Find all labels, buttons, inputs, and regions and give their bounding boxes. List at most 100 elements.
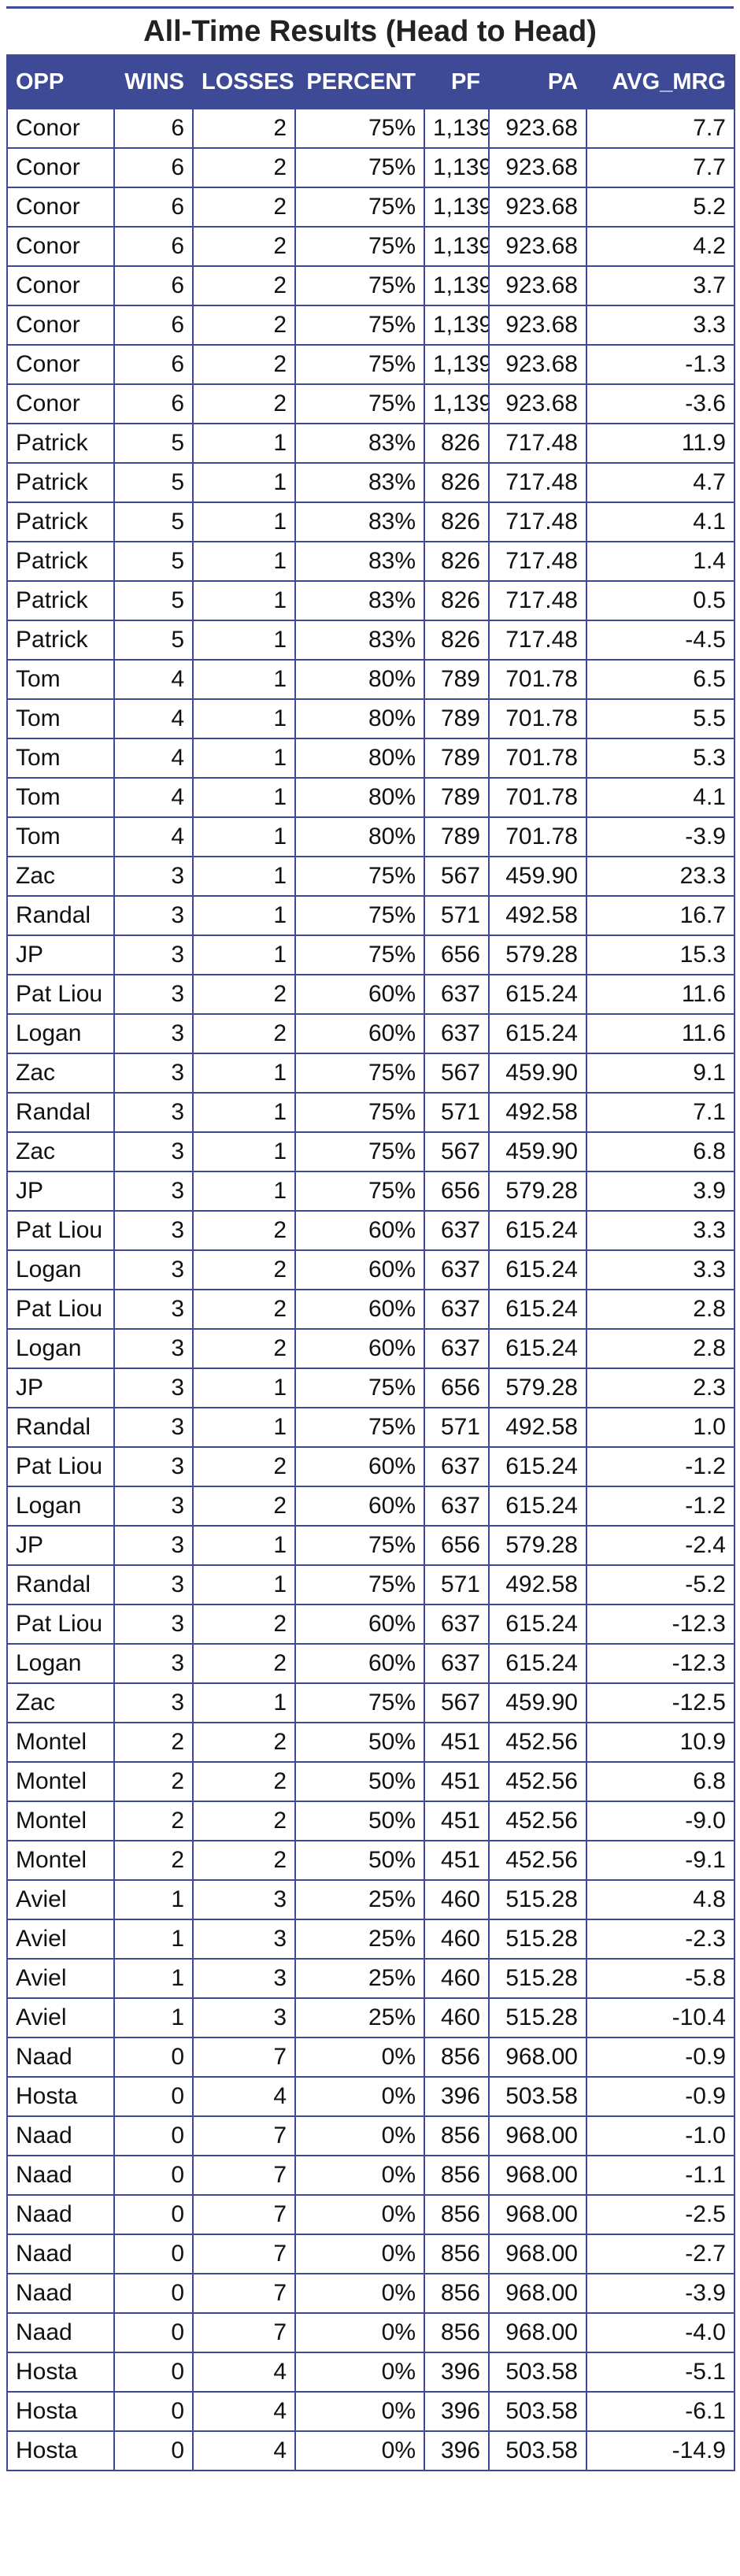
table-row: Logan 3 2 60% 637 615.24 3.3 — [6, 1249, 735, 1290]
avg-mrg-cell: -9.1 — [586, 1840, 735, 1881]
percent-cell: 0% — [294, 2273, 425, 2314]
opp-cell: Logan — [6, 1328, 115, 1369]
losses-cell: 7 — [192, 2312, 296, 2353]
percent-cell: 80% — [294, 698, 425, 739]
percent-cell: 60% — [294, 1013, 425, 1054]
avg-mrg-cell: -2.3 — [586, 1919, 735, 1960]
table-row: Pat Liou 3 2 60% 637 615.24 -1.2 — [6, 1446, 735, 1487]
column-header-opp[interactable]: OPP — [6, 54, 115, 109]
table-row: Conor 6 2 75% 1,139 923.68 3.7 — [6, 265, 735, 306]
table-row: Logan 3 2 60% 637 615.24 11.6 — [6, 1013, 735, 1054]
percent-cell: 75% — [294, 895, 425, 936]
table-row: Randal 3 1 75% 571 492.58 -5.2 — [6, 1564, 735, 1605]
percent-cell: 0% — [294, 2194, 425, 2235]
pa-cell: 923.68 — [488, 108, 587, 149]
column-header-avg-mrg[interactable]: AVG_MRG — [586, 54, 735, 109]
losses-cell: 7 — [192, 2115, 296, 2156]
table-row: Zac 3 1 75% 567 459.90 6.8 — [6, 1131, 735, 1172]
opp-cell: Aviel — [6, 1958, 115, 1999]
table-row: Logan 3 2 60% 637 615.24 -1.2 — [6, 1486, 735, 1527]
wins-cell: 0 — [113, 2155, 194, 2196]
opp-cell: Conor — [6, 383, 115, 424]
table-row: JP 3 1 75% 656 579.28 -2.4 — [6, 1525, 735, 1566]
pa-cell: 923.68 — [488, 265, 587, 306]
percent-cell: 25% — [294, 1919, 425, 1960]
pf-cell: 567 — [424, 856, 490, 897]
pf-cell: 637 — [424, 974, 490, 1015]
avg-mrg-cell: 3.9 — [586, 1171, 735, 1212]
wins-cell: 2 — [113, 1722, 194, 1763]
pa-cell: 968.00 — [488, 2273, 587, 2314]
avg-mrg-cell: -1.0 — [586, 2115, 735, 2156]
opp-cell: Pat Liou — [6, 974, 115, 1015]
pf-cell: 1,139 — [424, 383, 490, 424]
opp-cell: Pat Liou — [6, 1289, 115, 1330]
opp-cell: Conor — [6, 187, 115, 228]
percent-cell: 83% — [294, 423, 425, 464]
pa-cell: 492.58 — [488, 1092, 587, 1133]
wins-cell: 2 — [113, 1840, 194, 1881]
losses-cell: 1 — [192, 423, 296, 464]
avg-mrg-cell: -0.9 — [586, 2037, 735, 2078]
pf-cell: 396 — [424, 2391, 490, 2432]
opp-cell: Logan — [6, 1643, 115, 1684]
wins-cell: 4 — [113, 659, 194, 700]
table-row: Patrick 5 1 83% 826 717.48 4.1 — [6, 502, 735, 542]
pf-cell: 451 — [424, 1840, 490, 1881]
pa-cell: 968.00 — [488, 2234, 587, 2274]
losses-cell: 7 — [192, 2273, 296, 2314]
losses-cell: 4 — [192, 2430, 296, 2471]
losses-cell: 2 — [192, 1446, 296, 1487]
column-header-percent[interactable]: PERCENT — [294, 54, 425, 109]
avg-mrg-cell: -5.2 — [586, 1564, 735, 1605]
pf-cell: 656 — [424, 935, 490, 975]
table-row: Naad 0 7 0% 856 968.00 -4.0 — [6, 2312, 735, 2353]
pa-cell: 459.90 — [488, 1053, 587, 1094]
pa-cell: 717.48 — [488, 580, 587, 621]
pa-cell: 579.28 — [488, 1171, 587, 1212]
losses-cell: 1 — [192, 1092, 296, 1133]
opp-cell: Aviel — [6, 1879, 115, 1920]
table-row: Montel 2 2 50% 451 452.56 6.8 — [6, 1761, 735, 1802]
opp-cell: Naad — [6, 2037, 115, 2078]
pf-cell: 1,139 — [424, 265, 490, 306]
wins-cell: 1 — [113, 1997, 194, 2038]
column-header-losses[interactable]: LOSSES — [192, 54, 296, 109]
table-row: Logan 3 2 60% 637 615.24 2.8 — [6, 1328, 735, 1369]
opp-cell: Patrick — [6, 502, 115, 542]
column-header-pf[interactable]: PF — [424, 54, 490, 109]
table-row: Zac 3 1 75% 567 459.90 9.1 — [6, 1053, 735, 1094]
wins-cell: 2 — [113, 1761, 194, 1802]
column-header-pa[interactable]: PA — [488, 54, 587, 109]
wins-cell: 6 — [113, 147, 194, 188]
wins-cell: 3 — [113, 1564, 194, 1605]
opp-cell: Patrick — [6, 541, 115, 582]
losses-cell: 7 — [192, 2155, 296, 2196]
pa-cell: 452.56 — [488, 1840, 587, 1881]
losses-cell: 1 — [192, 895, 296, 936]
opp-cell: Hosta — [6, 2352, 115, 2393]
opp-cell: Randal — [6, 895, 115, 936]
pf-cell: 856 — [424, 2037, 490, 2078]
results-table: OPP WINS LOSSES PERCENT PF PA AVG_MRG Co… — [6, 54, 735, 2471]
percent-cell: 75% — [294, 1564, 425, 1605]
opp-cell: JP — [6, 1525, 115, 1566]
percent-cell: 50% — [294, 1761, 425, 1802]
wins-cell: 0 — [113, 2430, 194, 2471]
opp-cell: Patrick — [6, 620, 115, 661]
table-row: Conor 6 2 75% 1,139 923.68 4.2 — [6, 226, 735, 267]
column-header-wins[interactable]: WINS — [113, 54, 194, 109]
percent-cell: 83% — [294, 580, 425, 621]
opp-cell: Patrick — [6, 462, 115, 503]
percent-cell: 50% — [294, 1722, 425, 1763]
pf-cell: 567 — [424, 1682, 490, 1723]
pa-cell: 701.78 — [488, 659, 587, 700]
percent-cell: 75% — [294, 1525, 425, 1566]
wins-cell: 0 — [113, 2194, 194, 2235]
pf-cell: 571 — [424, 1564, 490, 1605]
pf-cell: 396 — [424, 2352, 490, 2393]
table-row: Zac 3 1 75% 567 459.90 -12.5 — [6, 1682, 735, 1723]
losses-cell: 2 — [192, 1013, 296, 1054]
opp-cell: JP — [6, 1368, 115, 1408]
percent-cell: 75% — [294, 1682, 425, 1723]
